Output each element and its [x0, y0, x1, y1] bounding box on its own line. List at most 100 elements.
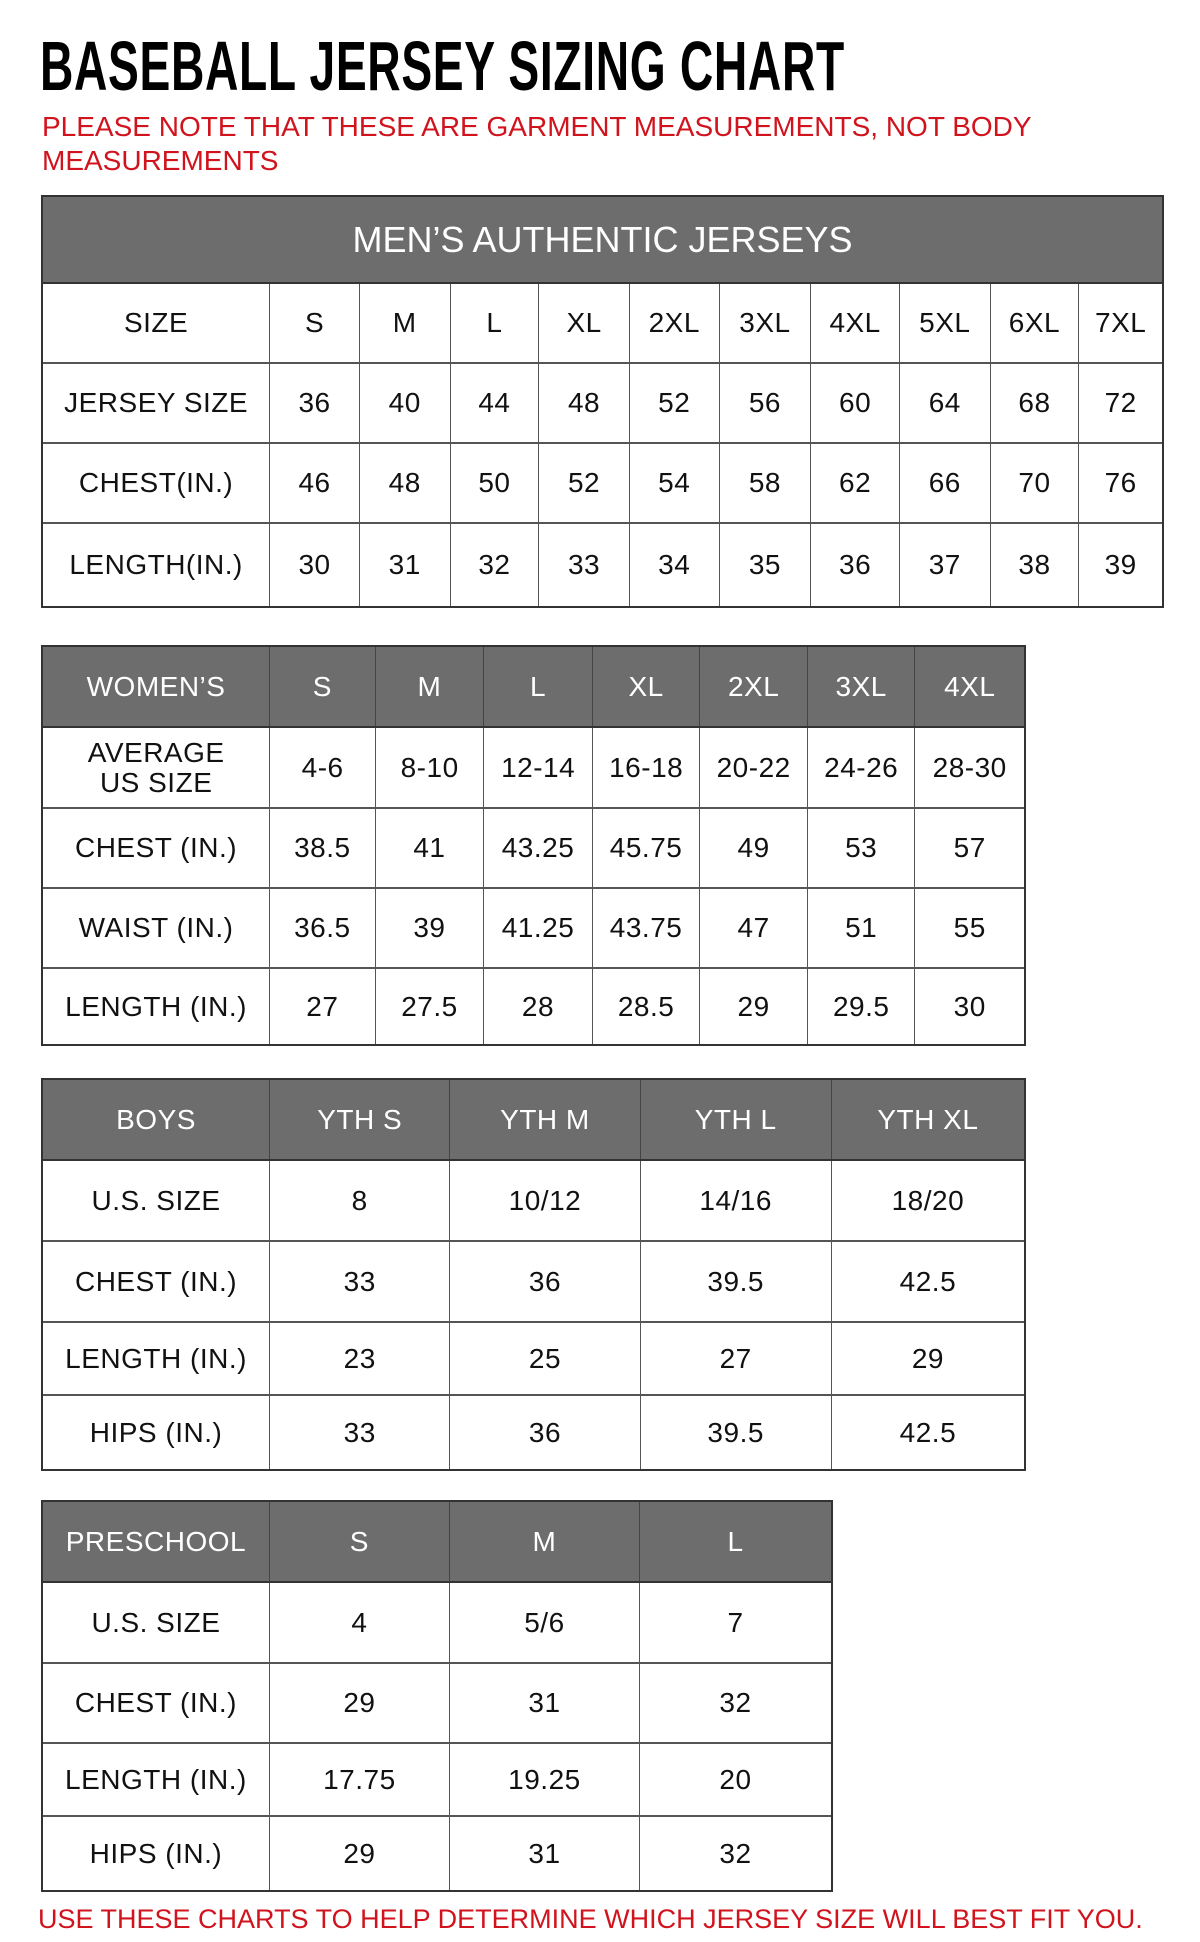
- table-cell: 70: [991, 444, 1080, 522]
- table-cell: 10/12: [450, 1161, 641, 1240]
- column-header: L: [484, 647, 593, 726]
- table-row: HIPS (IN.) 33 36 39.5 42.5: [43, 1396, 1024, 1469]
- table-header-row: PRESCHOOL S M L: [43, 1502, 831, 1583]
- table-cell: 38: [991, 524, 1080, 606]
- row-label: JERSEY SIZE: [43, 364, 271, 442]
- table-cell: 29: [700, 969, 808, 1044]
- table-cell: 39.5: [641, 1396, 832, 1469]
- row-label: LENGTH (IN.): [43, 969, 271, 1044]
- row-label: PRESCHOOL: [43, 1502, 270, 1581]
- table-cell: 57: [953, 832, 986, 863]
- table-cell: 20-22: [700, 728, 808, 807]
- table-cell: 42.5: [899, 1265, 957, 1297]
- row-label: LENGTH (IN.): [43, 1744, 270, 1815]
- table-cell: 28: [484, 969, 593, 1044]
- column-header: YTH S: [270, 1080, 451, 1159]
- table-row: U.S. SIZE 4 5/6 7: [43, 1583, 831, 1664]
- column-header: XL: [593, 647, 701, 726]
- row-label: U.S. SIZE: [43, 1161, 271, 1240]
- table-cell: 45.75: [593, 809, 701, 887]
- row-label: CHEST (IN.): [43, 809, 271, 887]
- column-header: S: [270, 284, 360, 362]
- row-label: HIPS (IN.): [43, 1817, 270, 1890]
- table-cell: 54: [630, 444, 720, 522]
- table-cell: 43.25: [484, 809, 593, 887]
- table-cell: 49: [700, 809, 808, 887]
- row-label: CHEST (IN.): [43, 1242, 271, 1321]
- column-header: YTH M: [450, 1080, 641, 1159]
- table-cell: 41: [376, 809, 485, 887]
- table-cell: 68: [991, 364, 1080, 442]
- table-row: CHEST (IN.) 29 31 32: [43, 1664, 831, 1744]
- row-label: LENGTH (IN.): [43, 1323, 271, 1394]
- row-label: CHEST (IN.): [43, 1664, 270, 1742]
- table-cell: 35: [720, 524, 812, 606]
- table-cell: 53: [808, 809, 916, 887]
- table-cell: 52: [630, 364, 720, 442]
- table-row: WAIST (IN.) 36.5 39 41.25 43.75 47 51 55: [43, 889, 1024, 969]
- table-cell: 44: [451, 364, 540, 442]
- table-cell: 29: [911, 1342, 944, 1374]
- table-cell: 36: [450, 1242, 641, 1321]
- row-label: U.S. SIZE: [43, 1583, 270, 1662]
- table-cell: 51: [808, 889, 916, 967]
- table-cell: 28-30: [932, 751, 1007, 783]
- table-cell: 56: [720, 364, 812, 442]
- table-cell: 8: [270, 1161, 451, 1240]
- table-cell: 31: [360, 524, 451, 606]
- table-cell: 20: [719, 1763, 752, 1795]
- column-header: M: [376, 647, 485, 726]
- table-cell: 23: [270, 1323, 451, 1394]
- table-cell: 48: [539, 364, 630, 442]
- table-cell: 32: [451, 524, 540, 606]
- table-cell: 36: [270, 364, 360, 442]
- table-cell: 4: [270, 1583, 450, 1662]
- column-header: 4XL: [944, 670, 996, 702]
- column-header: YTH XL: [877, 1103, 979, 1135]
- table-cell: 52: [539, 444, 630, 522]
- table-header-row: BOYS YTH S YTH M YTH L YTH XL: [43, 1080, 1024, 1161]
- table-row: U.S. SIZE 8 10/12 14/16 18/20: [43, 1161, 1024, 1242]
- column-header: 6XL: [991, 284, 1080, 362]
- table-cell: 30: [953, 990, 986, 1022]
- table-cell: 29: [270, 1664, 450, 1742]
- table-row: JERSEY SIZE 36 40 44 48 52 56 60 64 68 72: [43, 364, 1162, 444]
- column-header: 3XL: [720, 284, 812, 362]
- table-cell: 31: [450, 1817, 640, 1890]
- table-cell: 27: [270, 969, 376, 1044]
- table-cell: 58: [720, 444, 812, 522]
- table-cell: 37: [900, 524, 991, 606]
- row-label: HIPS (IN.): [43, 1396, 271, 1469]
- table-cell: 32: [719, 1837, 752, 1869]
- footer-note: USE THESE CHARTS TO HELP DETERMINE WHICH…: [38, 1904, 1143, 1934]
- table-row: LENGTH (IN.) 23 25 27 29: [43, 1323, 1024, 1396]
- table-cell: 34: [630, 524, 720, 606]
- table-cell: 29: [270, 1817, 450, 1890]
- column-header: 4XL: [811, 284, 900, 362]
- table-row: CHEST(IN.) 46 48 50 52 54 58 62 66 70 76: [43, 444, 1162, 524]
- table-cell: 18/20: [891, 1184, 965, 1216]
- table-cell: 32: [719, 1687, 752, 1718]
- column-header: 7XL: [1095, 307, 1147, 338]
- column-header: 2XL: [630, 284, 720, 362]
- table-cell: 41.25: [484, 889, 593, 967]
- table-cell: 8-10: [376, 728, 485, 807]
- table-cell: 31: [450, 1664, 640, 1742]
- column-header: YTH L: [641, 1080, 832, 1159]
- table-cell: 33: [270, 1242, 451, 1321]
- row-label: SIZE: [43, 284, 271, 362]
- table-cell: 76: [1104, 467, 1137, 498]
- table-cell: 36.5: [270, 889, 376, 967]
- table-cell: 33: [539, 524, 630, 606]
- table-header-row: SIZE S M L XL 2XL 3XL 4XL 5XL 6XL 7XL: [43, 284, 1162, 364]
- table-cell: 36: [811, 524, 900, 606]
- table-cell: 39: [1104, 549, 1137, 580]
- column-header: M: [360, 284, 451, 362]
- table-cell: 5/6: [450, 1583, 640, 1662]
- column-header: L: [451, 284, 540, 362]
- table-cell: 72: [1104, 387, 1137, 418]
- table-row: LENGTH(IN.) 30 31 32 33 34 35 36 37 38 39: [43, 524, 1162, 606]
- table-cell: 27.5: [376, 969, 485, 1044]
- table-cell: 12-14: [484, 728, 593, 807]
- table-row: CHEST (IN.) 38.5 41 43.25 45.75 49 53 57: [43, 809, 1024, 889]
